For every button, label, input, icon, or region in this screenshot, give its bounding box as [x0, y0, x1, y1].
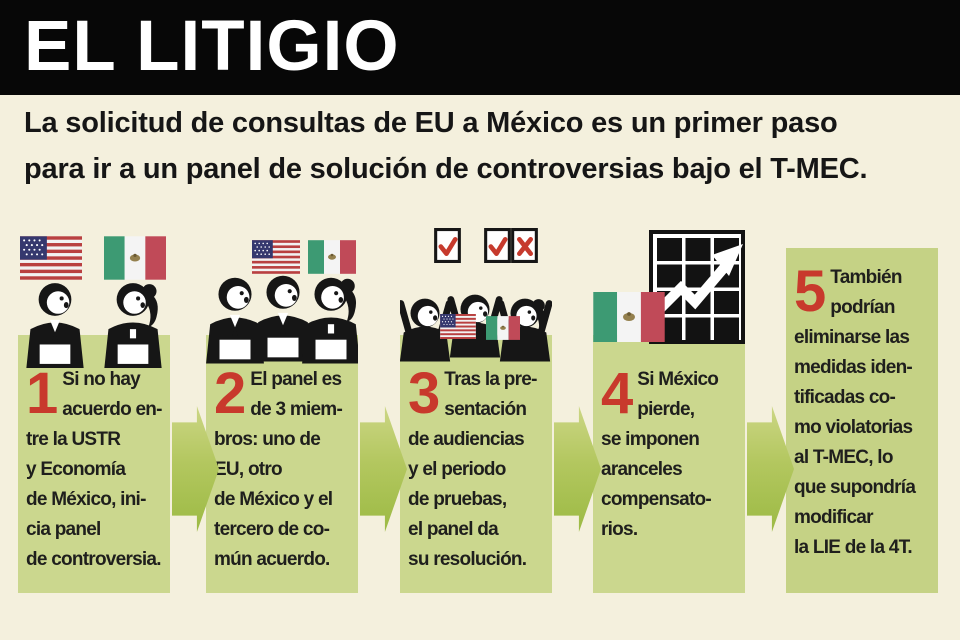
panel-voting-cards-icon — [400, 228, 552, 368]
step-1-number: 1 — [26, 361, 58, 426]
mexico-flag-icon — [593, 292, 665, 342]
step-1-box: 1 Si no hay acuerdo en- tre la USTR y Eco… — [18, 335, 170, 593]
tariff-chart-mexico-icon — [593, 230, 745, 344]
us-flag-icon — [252, 240, 300, 274]
male-negotiator-icon — [26, 283, 83, 368]
step-1-text: Si no hay acuerdo en- tre la USTR y Econ… — [26, 369, 162, 570]
us-mexico-negotiators-icon — [20, 236, 166, 368]
three-panelists-icon — [206, 240, 358, 368]
step-3-box: 3 Tras la pre- sentación de audiencias y … — [400, 335, 552, 593]
panelist-icon — [254, 276, 312, 362]
mexico-flag-icon — [308, 240, 356, 274]
step-3-text: Tras la pre- sentación de audiencias y e… — [408, 369, 537, 570]
step-5-box: 5 También podrían eliminarse las medidas … — [786, 248, 938, 593]
chart-up-icon — [649, 230, 745, 344]
step-4-text: Si México pierde, se imponen aranceles c… — [601, 369, 719, 540]
step-2-box: 2 El panel es de 3 miem- bros: uno de EU,… — [206, 335, 358, 593]
step-2-text: El panel es de 3 miem- bros: uno de EU, … — [214, 369, 343, 570]
title-banner: EL LITIGIO — [0, 0, 960, 95]
step-3-body: 3 Tras la pre- sentación de audiencias y … — [400, 335, 552, 575]
step-2-number: 2 — [214, 361, 246, 426]
us-flag-icon — [440, 314, 476, 339]
step-5-text: También podrían eliminarse las medidas i… — [794, 267, 916, 558]
step-4-number: 4 — [601, 361, 633, 426]
mexico-flag-icon — [486, 316, 520, 340]
step-5-number: 5 — [794, 259, 826, 324]
step-5-body: 5 También podrían eliminarse las medidas … — [786, 248, 938, 563]
step-4-box: 4 Si México pierde, se imponen aranceles … — [593, 335, 745, 593]
step-3-number: 3 — [408, 361, 440, 426]
step-4-body: 4 Si México pierde, se imponen aranceles … — [593, 335, 745, 545]
intro-text: La solicitud de consultas de EU a México… — [24, 107, 868, 185]
panelist-icon — [302, 278, 358, 364]
step-1-body: 1 Si no hay acuerdo en- tre la USTR y Eco… — [18, 335, 170, 575]
us-flag-icon — [20, 236, 82, 280]
step-2-body: 2 El panel es de 3 miem- bros: uno de EU,… — [206, 335, 358, 575]
female-negotiator-icon — [104, 283, 161, 368]
page-title: EL LITIGIO — [24, 7, 400, 86]
mexico-flag-icon — [104, 236, 166, 280]
